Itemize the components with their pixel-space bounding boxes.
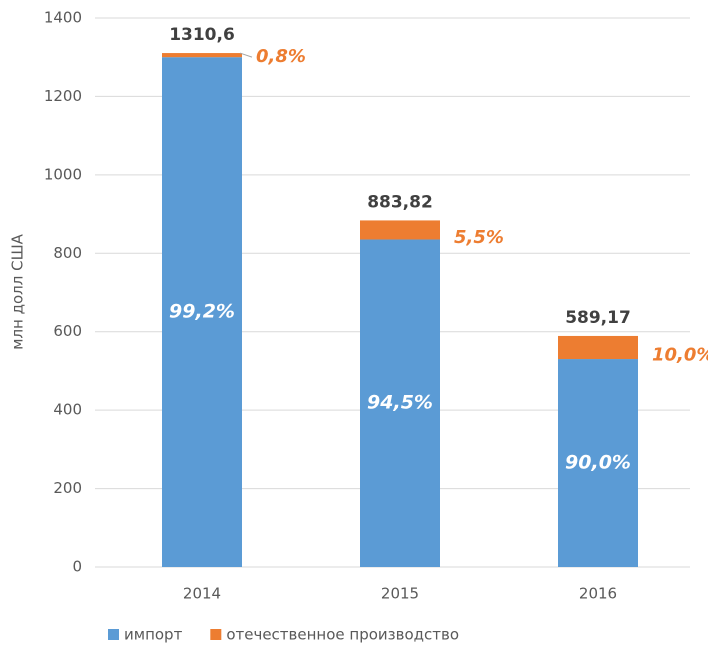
x-tick-label: 2014 bbox=[183, 585, 221, 603]
share-label: 90,0% bbox=[565, 452, 631, 474]
bar-segment bbox=[360, 220, 440, 240]
bar-segment bbox=[162, 53, 242, 58]
total-label: 883,82 bbox=[367, 192, 433, 212]
bar-segment bbox=[360, 239, 440, 567]
bar-segment bbox=[558, 335, 638, 360]
y-tick-label: 1400 bbox=[44, 9, 82, 27]
total-label: 1310,6 bbox=[169, 25, 235, 45]
legend-swatch bbox=[108, 629, 119, 640]
x-tick-label: 2015 bbox=[381, 585, 419, 603]
legend-label: импорт bbox=[124, 626, 183, 644]
bar-segment bbox=[558, 359, 638, 567]
y-axis-title: млн долл США bbox=[9, 233, 27, 349]
share-label: 0,8% bbox=[256, 46, 306, 67]
y-tick-label: 800 bbox=[53, 244, 82, 262]
legend-swatch bbox=[210, 629, 222, 640]
share-label: 94,5% bbox=[367, 392, 433, 414]
total-label: 589,17 bbox=[565, 308, 631, 328]
x-tick-label: 2016 bbox=[579, 585, 617, 603]
share-label: 10,0% bbox=[652, 344, 708, 365]
y-tick-label: 0 bbox=[72, 558, 82, 576]
bar-segment bbox=[162, 57, 242, 567]
share-label: 5,5% bbox=[454, 227, 504, 248]
y-tick-label: 200 bbox=[53, 479, 82, 497]
y-tick-label: 400 bbox=[53, 401, 82, 419]
y-tick-label: 1000 bbox=[44, 165, 82, 183]
y-tick-label: 1200 bbox=[44, 87, 82, 105]
share-label: 99,2% bbox=[169, 301, 235, 323]
legend-label: отечественное производство bbox=[226, 626, 459, 644]
y-tick-label: 600 bbox=[53, 322, 82, 340]
leader-line bbox=[239, 52, 253, 58]
